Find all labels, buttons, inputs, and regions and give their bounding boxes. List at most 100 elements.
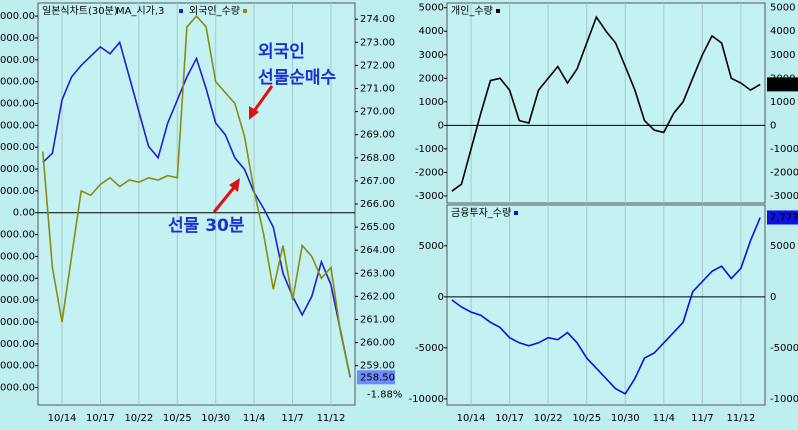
y-tick-label: -1000 — [770, 144, 798, 155]
y-tick-label: -3000.00 — [0, 273, 35, 284]
y-tick-label: 5000.00 — [0, 99, 35, 110]
y2-tick-label: 262.00 — [360, 291, 395, 302]
value-tag — [767, 77, 798, 92]
y2-tick-label: 274.00 — [360, 14, 395, 25]
y-tick-label: 9000.00 — [0, 11, 35, 22]
y-tick-label: 1000 — [419, 97, 444, 108]
chart-title: 일본식차트(30분) — [42, 5, 118, 17]
y-tick-label: -1000 — [415, 144, 444, 155]
y2-tick-label: 267.00 — [360, 176, 395, 187]
y2-tick-label: 268.00 — [360, 153, 395, 164]
x-tick-label: 11/7 — [691, 413, 713, 424]
series-line — [42, 14, 351, 377]
x-tick-label: 10/30 — [201, 413, 230, 424]
y-tick-label: 0 — [438, 120, 444, 131]
y-tick-label: 5000 — [770, 3, 795, 14]
arrow-head — [229, 178, 240, 192]
plot-area — [37, 2, 356, 406]
value-tag — [767, 210, 798, 225]
legend-entry: 개인_수량 — [451, 5, 493, 17]
x-tick-label: 10/22 — [534, 413, 563, 424]
y-tick-label: -2000 — [415, 167, 444, 178]
annotation: 외국인 — [258, 42, 305, 62]
y-tick-label: 1000 — [770, 97, 795, 108]
annotation: 선물순매수 — [258, 68, 337, 88]
legend-swatch — [514, 211, 518, 215]
y2-tick-label: 270.00 — [360, 107, 395, 118]
plot-area — [446, 204, 766, 406]
arrow-head — [249, 106, 259, 120]
y-tick-label: -7000.00 — [0, 361, 35, 372]
value-label: 7,777 — [770, 212, 798, 223]
y-tick-label: -1000.00 — [0, 230, 35, 241]
y-tick-label: -10000 — [409, 394, 444, 405]
x-tick-label: 10/22 — [124, 413, 153, 424]
y2-tick-label: 271.00 — [360, 83, 395, 94]
y-tick-label: 4000 — [770, 26, 795, 37]
y2-tick-label: 263.00 — [360, 268, 395, 279]
y-tick-label: 0.00 — [13, 208, 35, 219]
y2-tick-label: 269.00 — [360, 130, 395, 141]
x-tick-label: 11/4 — [243, 413, 265, 424]
value-tag — [357, 370, 395, 385]
y-tick-label: -8000.00 — [0, 383, 35, 394]
y-tick-label: 5000 — [770, 241, 795, 252]
y-tick-label: 8000.00 — [0, 33, 35, 44]
y-tick-label: -3000 — [415, 191, 444, 202]
y-tick-label: 3000 — [419, 50, 444, 61]
y-tick-label: 4000.00 — [0, 120, 35, 131]
y-tick-label: -3000 — [770, 191, 798, 202]
x-tick-label: 10/17 — [495, 413, 524, 424]
legend-swatch — [496, 9, 500, 13]
y-tick-label: 0 — [770, 120, 776, 131]
y-tick-label: 2000.00 — [0, 164, 35, 175]
y-tick-label: 4000 — [419, 26, 444, 37]
y-tick-label: 3000 — [770, 50, 795, 61]
x-tick-label: 11/12 — [726, 413, 755, 424]
arrow — [250, 85, 274, 115]
y-tick-label: 1000.00 — [0, 186, 35, 197]
series-line — [42, 40, 351, 378]
y-tick-label: -6000.00 — [0, 339, 35, 350]
y-tick-label: 7000.00 — [0, 55, 35, 66]
y-tick-label: 5000 — [419, 241, 444, 252]
value-label: 1,742 — [770, 79, 798, 90]
y-tick-label: 2000 — [419, 73, 444, 84]
legend-swatch — [243, 9, 247, 13]
arrow — [212, 184, 238, 213]
y-tick-label: 5000 — [419, 3, 444, 14]
y2-tick-label: 273.00 — [360, 37, 395, 48]
y2-tick-label: 266.00 — [360, 199, 395, 210]
y-tick-label: 0 — [438, 292, 444, 303]
y2-tick-label: 259.00 — [360, 361, 395, 372]
y2-tick-label: 265.00 — [360, 222, 395, 233]
legend-entry: 외국인_수량 — [189, 5, 240, 17]
y-tick-label: 6000.00 — [0, 77, 35, 88]
x-tick-label: 11/4 — [653, 413, 675, 424]
annotation: 선물 30분 — [168, 216, 245, 236]
x-tick-label: 10/14 — [457, 413, 486, 424]
legend-entry: MA_시가,3 — [116, 5, 164, 17]
y-tick-label: -5000 — [770, 343, 798, 354]
y2-tick-label: 260.00 — [360, 338, 395, 349]
series-line — [451, 15, 761, 192]
y2-tick-label: 272.00 — [360, 60, 395, 71]
y-tick-label: -2000.00 — [0, 251, 35, 262]
legend-entry: 금융투자_수량 — [451, 207, 511, 219]
value-label: 258.50 — [360, 372, 395, 383]
y-tick-label: -5000.00 — [0, 317, 35, 328]
x-tick-label: 10/30 — [611, 413, 640, 424]
legend-swatch — [179, 9, 183, 13]
y-tick-label: 0 — [770, 292, 776, 303]
x-tick-label: 10/14 — [48, 413, 77, 424]
series-line — [451, 217, 761, 395]
x-tick-label: 10/25 — [163, 413, 192, 424]
x-tick-label: 10/25 — [572, 413, 601, 424]
y2-tick-label: 264.00 — [360, 245, 395, 256]
y-tick-label: -5000 — [415, 343, 444, 354]
y-tick-label: -10000 — [770, 394, 798, 405]
x-tick-label: 11/7 — [281, 413, 303, 424]
change-label: -1.88% — [367, 389, 402, 400]
y-tick-label: 3000.00 — [0, 142, 35, 153]
